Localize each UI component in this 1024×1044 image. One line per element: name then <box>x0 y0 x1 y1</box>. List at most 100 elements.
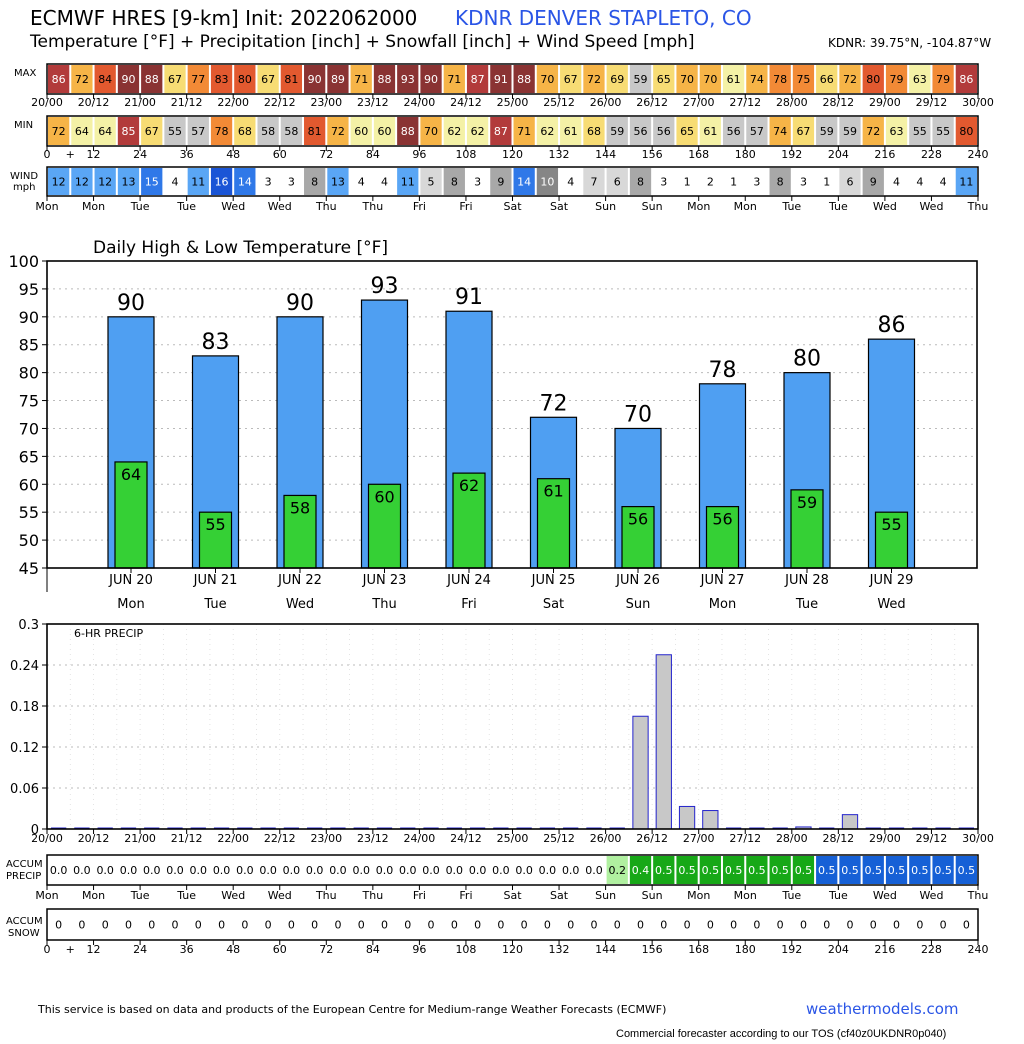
max-temp-cell <box>816 65 838 93</box>
wind-speed-cell <box>443 168 465 195</box>
accum-snow-cell <box>280 910 303 939</box>
temp-ytick-label: 65 <box>19 447 39 466</box>
min-temp-cell <box>466 117 489 145</box>
min-temp-value: 55 <box>913 125 927 138</box>
wind-speed-cell <box>769 168 791 195</box>
weekday-label: Fri <box>459 200 472 213</box>
max-temp-cell <box>210 65 233 93</box>
weekday-label: Tue <box>781 200 801 213</box>
max-temp-cell <box>164 65 186 93</box>
max-temp-cell <box>373 65 396 93</box>
accum-precip-cell <box>257 856 279 884</box>
accum-weekday-label: Wed <box>221 889 245 902</box>
precip-xtick-label: 26/12 <box>636 832 668 845</box>
min-temp-value: 72 <box>52 125 66 138</box>
time-label: 24/00 <box>404 96 436 109</box>
time-label: 20/12 <box>78 96 110 109</box>
precip-bar <box>702 810 719 830</box>
precip-bar <box>655 654 672 830</box>
min-temp-value: 81 <box>308 125 322 138</box>
wind-speed-value: 12 <box>98 176 112 189</box>
max-temp-value: 90 <box>121 73 135 86</box>
min-temp-cell <box>164 117 186 145</box>
accum-precip-cell <box>722 856 745 884</box>
max-temp-cell <box>932 65 954 93</box>
accum-weekday-label: Thu <box>362 889 384 902</box>
temp-xtick-weekday: Fri <box>461 597 477 612</box>
max-temp-cell <box>746 65 768 93</box>
low-temp-bar <box>283 494 317 569</box>
temp-xtick-weekday: Sat <box>543 597 564 612</box>
station-name: KDNR DENVER STAPLETO, CO <box>455 6 752 30</box>
accum-precip-cell <box>769 856 791 884</box>
accum-precip-value: 0.0 <box>352 864 370 877</box>
precip-xtick-label: 29/00 <box>869 832 901 845</box>
wind-speed-cell <box>490 168 512 195</box>
low-temp-bar <box>705 506 740 569</box>
min-temp-cell <box>932 117 954 145</box>
max-temp-frame <box>46 63 979 95</box>
hour-label: 168 <box>688 148 709 161</box>
min-temp-cell <box>676 117 698 145</box>
accum-precip-cell <box>955 856 977 884</box>
hour-label: 96 <box>412 943 426 956</box>
accum-precip-cell <box>373 856 396 884</box>
min-temp-cell <box>71 117 93 145</box>
temp-xtick-label: JUN 29 <box>869 573 914 588</box>
min-temp-cell <box>373 117 396 145</box>
min-temp-value: 71 <box>517 125 531 138</box>
max-temp-cell <box>94 65 116 93</box>
accum-snow-cell <box>490 910 512 939</box>
chart-title: ECMWF HRES [9-km] Init: 2022062000 <box>30 6 418 30</box>
weekday-label: Tue <box>176 200 196 213</box>
low-temp-label: 55 <box>881 515 901 534</box>
wind-speed-cell <box>48 168 70 195</box>
wind-speed-cell <box>304 168 326 195</box>
accum-snow-value: 0 <box>777 919 784 932</box>
accum-snow-cell <box>117 910 140 939</box>
hour-label: 84 <box>366 943 380 956</box>
accum-snow-cell <box>653 910 675 939</box>
hour-label: 192 <box>781 148 802 161</box>
min-temp-value: 78 <box>215 125 229 138</box>
hour-label: 0 <box>44 943 51 956</box>
min-temp-cell <box>606 117 628 145</box>
hour-label: 96 <box>412 148 426 161</box>
accum-snow-value: 0 <box>730 919 737 932</box>
high-temp-label: 90 <box>286 291 314 316</box>
low-temp-label: 59 <box>797 493 817 512</box>
precip-xtick-label: 25/00 <box>497 832 529 845</box>
wind-speed-value: 5 <box>428 176 435 189</box>
temp-chart-plot <box>47 261 977 568</box>
weathermodels-link[interactable]: weathermodels.com <box>806 1000 959 1018</box>
accum-precip-cell <box>71 856 93 884</box>
max-temp-value: 90 <box>308 73 322 86</box>
max-temp-value: 88 <box>517 73 531 86</box>
min-temp-value: 72 <box>331 125 345 138</box>
min-temp-cell <box>94 117 116 145</box>
time-label: 27/12 <box>729 96 761 109</box>
precip-bar <box>678 805 696 830</box>
accum-snow-cell <box>536 910 559 939</box>
accum-snow-value: 0 <box>916 919 923 932</box>
wind-speed-frame <box>46 166 979 197</box>
min-temp-value: 55 <box>936 125 950 138</box>
min-temp-cell <box>560 117 582 145</box>
accum-precip-value: 0.0 <box>190 864 208 877</box>
accum-snow-cell <box>397 910 419 939</box>
min-temp-cell <box>536 117 559 145</box>
high-temp-label: 78 <box>709 358 737 383</box>
accum-precip-frame <box>46 854 979 886</box>
accum-precip-value: 0.0 <box>469 864 487 877</box>
wind-speed-cell <box>141 168 163 195</box>
wind-speed-value: 4 <box>940 176 947 189</box>
hour-label: 72 <box>319 943 333 956</box>
time-label: 23/00 <box>310 96 342 109</box>
max-temp-cell <box>117 65 140 93</box>
accum-precip-cell <box>304 856 326 884</box>
accum-weekday-label: Mon <box>35 889 58 902</box>
min-temp-cell <box>490 117 512 145</box>
temp-chart-title: Daily High & Low Temperature [°F] <box>93 238 388 258</box>
accum-snow-value: 0 <box>125 919 132 932</box>
wind-speed-value: 8 <box>311 176 318 189</box>
